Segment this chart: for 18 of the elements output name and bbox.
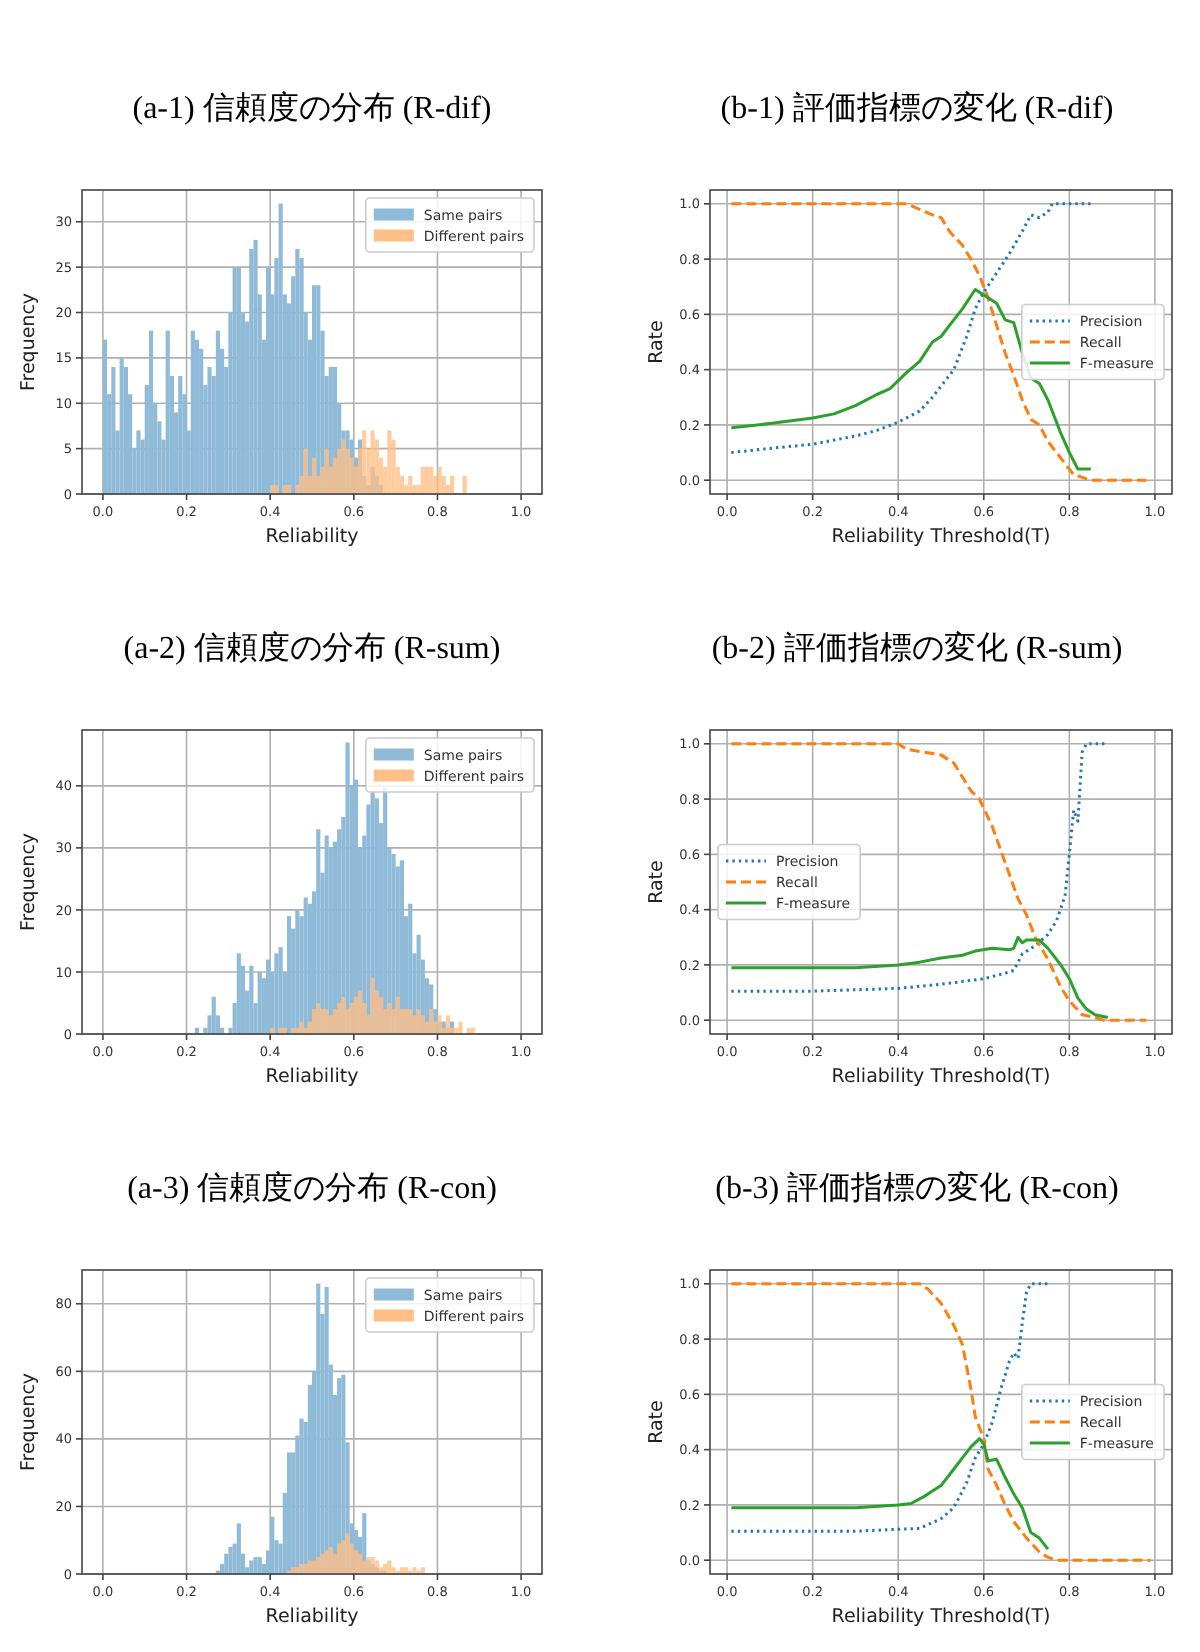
chart-title: (b-1) 評価指標の変化 (R-dif) xyxy=(720,90,1114,126)
y-axis-title: Rate xyxy=(646,1399,668,1444)
x-axis-title: Reliability Threshold(T) xyxy=(831,1606,1051,1628)
x-axis-title: Reliability xyxy=(265,1066,360,1088)
y-axis-title: Frequency xyxy=(18,832,40,932)
y-axis-title: Frequency xyxy=(18,292,40,392)
x-axis-title: Reliability Threshold(T) xyxy=(831,526,1051,548)
chart-title: (a-3) 信頼度の分布 (R-con) xyxy=(127,1170,497,1206)
chart-title: (a-1) 信頼度の分布 (R-dif) xyxy=(132,90,492,126)
chart-title: (b-2) 評価指標の変化 (R-sum) xyxy=(711,630,1123,666)
chart-title: (a-2) 信頼度の分布 (R-sum) xyxy=(123,630,501,666)
y-axis-title: Frequency xyxy=(18,1372,40,1472)
y-axis-title: Rate xyxy=(646,319,668,364)
x-axis-title: Reliability xyxy=(265,526,360,548)
x-axis-title: Reliability xyxy=(265,1606,360,1628)
y-axis-title: Rate xyxy=(646,859,668,904)
chart-title: (b-3) 評価指標の変化 (R-con) xyxy=(715,1170,1119,1206)
x-axis-title: Reliability Threshold(T) xyxy=(831,1066,1051,1088)
